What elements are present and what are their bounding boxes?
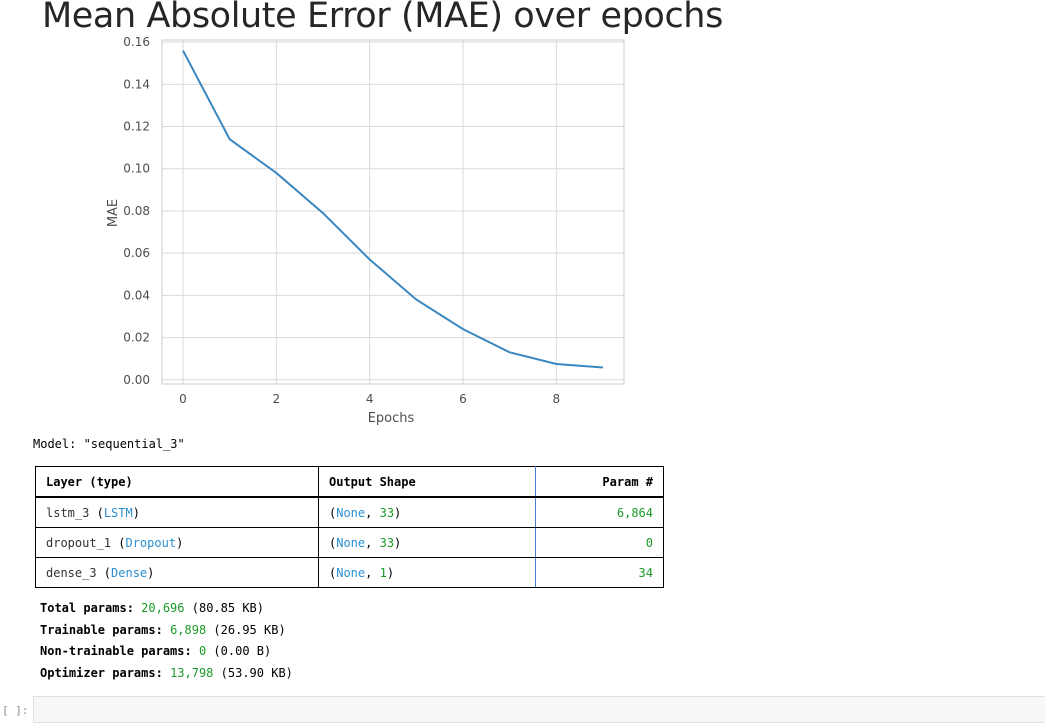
layer-cell: dropout_1 (Dropout) [35,527,319,558]
table-row: lstm_3 (LSTM) (None, 33) 6,864 [35,497,664,528]
header-layer: Layer (type) [35,466,319,498]
plot-frame [161,39,625,385]
non-trainable-params-line: Non-trainable params: 0 (0.00 B) [40,644,272,658]
layer-cell: dense_3 (Dense) [35,557,319,588]
table-row: dense_3 (Dense) (None, 1) 34 [35,557,664,588]
param-count-cell: 0 [535,527,664,558]
y-tick-label: 0.16 [123,35,150,49]
x-tick-label: 8 [553,392,561,406]
output-shape-cell: (None, 1) [318,557,536,588]
table-header-row: Layer (type) Output Shape Param # [35,466,664,498]
x-tick-labels: 0 2 4 6 8 [179,392,560,406]
y-tick-labels: 0.00 0.02 0.04 0.06 0.08 0.10 0.12 0.14 0.16 [123,35,150,387]
y-tick-label: 0.06 [123,246,150,260]
code-input-cell[interactable] [33,696,1045,723]
mae-line-chart: 0.00 0.02 0.04 0.06 0.08 0.10 0.12 0.14 0.16 0 2 4… [106,35,625,426]
total-params-line: Total params: 20,696 (80.85 KB) [40,601,264,615]
y-tick-label: 0.08 [123,204,150,218]
header-params: Param # [535,466,664,498]
param-count-cell: 34 [535,557,664,588]
y-tick-label: 0.12 [123,120,150,134]
output-shape-cell: (None, 33) [318,527,536,558]
chart-grid [162,40,624,384]
header-output-shape: Output Shape [318,466,536,498]
trainable-params-line: Trainable params: 6,898 (26.95 KB) [40,623,286,637]
chart-title: Mean Absolute Error (MAE) over epochs [42,0,723,36]
model-summary-table: Layer (type) Output Shape Param # lstm_3… [35,466,664,588]
x-tick-label: 4 [366,392,374,406]
y-tick-label: 0.14 [123,77,150,91]
mae-series-line [182,50,604,369]
x-tick-label: 2 [273,392,281,406]
table-row: dropout_1 (Dropout) (None, 33) 0 [35,527,664,558]
y-tick-label: 0.00 [123,373,150,387]
model-name-label: Model: "sequential_3" [33,437,185,451]
cell-prompt: [ ]: [2,704,29,717]
optimizer-params-line: Optimizer params: 13,798 (53.90 KB) [40,666,293,680]
y-tick-label: 0.02 [123,331,150,345]
output-shape-cell: (None, 33) [318,497,536,528]
x-axis-label: Epochs [368,411,415,426]
x-tick-label: 6 [459,392,467,406]
y-tick-label: 0.10 [123,162,150,176]
x-tick-label: 0 [179,392,187,406]
param-count-cell: 6,864 [535,497,664,528]
layer-cell: lstm_3 (LSTM) [35,497,319,528]
y-tick-label: 0.04 [123,288,150,302]
y-axis-label: MAE [106,199,121,227]
